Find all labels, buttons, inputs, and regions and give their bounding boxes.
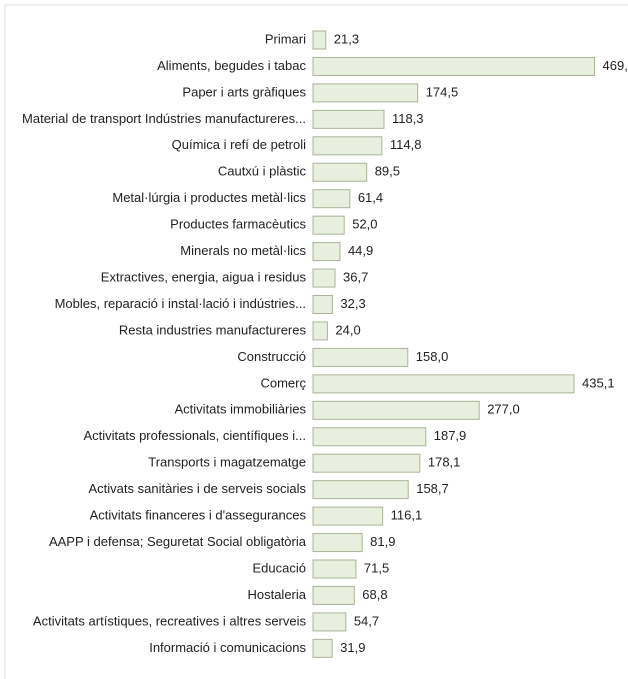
category-label: Minerals no metàl·lics [180,243,306,258]
value-label: 54,7 [354,613,379,628]
value-label: 81,9 [370,534,395,549]
category-label: Activitats professionals, científiques i… [83,428,306,443]
bar [312,242,341,262]
bar [312,612,347,632]
category-label: Primari [265,31,306,46]
bar [312,427,427,447]
value-label: 32,3 [340,296,365,311]
value-label: 187,9 [434,428,467,443]
category-label: Paper i arts gràfiques [182,84,306,99]
value-label: 24,0 [335,322,360,337]
bar [312,638,333,658]
value-label: 178,1 [428,455,461,470]
value-label: 68,8 [362,587,387,602]
category-label: Hostaleria [247,587,306,602]
category-label: AAPP i defensa; Seguretat Social obligat… [49,534,307,549]
bar [312,585,355,605]
bar [312,321,328,341]
value-label: 31,9 [340,640,365,655]
category-label: Mobles, reparació i instal·lació i indús… [55,296,306,311]
category-label: Educació [253,560,306,575]
category-label: Química i refí de petroli [172,137,306,152]
bar [312,189,351,209]
bar [312,215,345,235]
category-label: Resta industries manufactureres [119,322,307,337]
value-label: 158,7 [416,481,449,496]
bar [312,268,336,288]
category-label: Activitats financeres i d'assegurances [90,508,307,523]
category-label: Comerç [260,375,306,390]
category-label: Aliments, begudes i tabac [157,58,306,73]
bar [312,347,409,367]
category-label: Construcció [237,349,306,364]
bar [312,162,368,182]
value-label: 44,9 [348,243,373,258]
value-label: 61,4 [358,190,383,205]
category-label: Activitats immobiliàries [175,402,307,417]
category-label: Cautxú i plàstic [218,164,307,179]
bar [312,506,384,526]
bar [312,109,385,129]
value-label: 114,8 [390,137,422,152]
bar [312,56,596,76]
category-label: Activats sanitàries i de serveis socials [89,481,307,496]
bar [312,480,409,500]
bar [312,30,327,50]
bar [312,559,357,579]
value-label: 52,0 [352,217,377,232]
value-label: 118,3 [392,111,424,126]
category-label: Metal·lúrgia i productes metàl·lics [112,190,306,205]
category-label: Informació i comunicacions [149,640,306,655]
category-label: Extractives, energia, aigua i residus [101,269,307,284]
bar [312,453,421,473]
category-label: Productes farmacèutics [170,217,306,232]
value-label: 21,3 [334,31,359,46]
value-label: 116,1 [391,508,423,523]
value-label: 71,5 [364,560,389,575]
category-label: Activitats artístiques, recreatives i al… [33,613,307,628]
category-label: Transports i magatzematge [148,455,306,470]
bar [312,374,575,394]
value-label: 435,1 [582,375,615,390]
bar [312,136,383,156]
bar [312,295,333,314]
category-label: Material de transport Indústries manufac… [22,111,306,126]
bar [312,533,363,553]
value-label: 469,2 [603,58,628,73]
value-label: 158,0 [416,349,449,364]
value-label: 174,5 [426,84,459,99]
bar [312,83,419,103]
value-label: 89,5 [375,164,400,179]
value-label: 277,0 [487,402,520,417]
bar [312,400,480,420]
value-label: 36,7 [343,269,368,284]
